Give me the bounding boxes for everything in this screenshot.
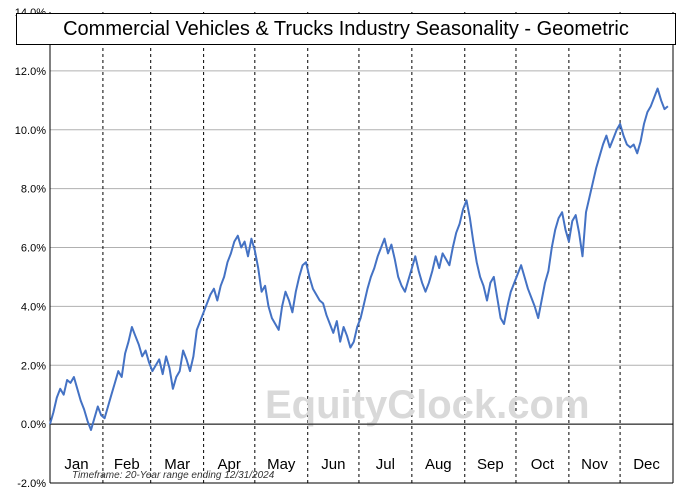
y-tick-labels: 14.0%12.0%10.0%8.0%6.0%4.0%2.0%0.0%-2.0%	[15, 7, 46, 490]
x-tick-label: Sep	[477, 456, 504, 473]
y-tick-label: 12.0%	[15, 66, 46, 78]
y-tick-label: 8.0%	[21, 184, 46, 196]
y-tick-label: 6.0%	[21, 243, 46, 255]
chart-title: Commercial Vehicles & Trucks Industry Se…	[16, 13, 676, 45]
x-tick-label: Aug	[425, 456, 452, 473]
gridlines	[50, 70, 673, 425]
x-tick-label: Dec	[633, 456, 660, 473]
watermark: EquityClock.com	[265, 383, 590, 427]
x-tick-label: May	[267, 456, 296, 473]
x-tick-label: Nov	[581, 456, 608, 473]
x-tick-label: Feb	[114, 456, 140, 473]
month-separators	[102, 12, 621, 483]
x-tick-label: Jun	[321, 456, 345, 473]
y-tick-label: 2.0%	[21, 360, 46, 372]
x-tick-label: Apr	[218, 456, 241, 473]
x-tick-label: Oct	[531, 456, 555, 473]
y-tick-label: 10.0%	[15, 125, 46, 137]
axes	[49, 12, 674, 484]
x-tick-label: Mar	[164, 456, 190, 473]
y-tick-label: 0.0%	[21, 419, 46, 431]
x-tick-labels: Jan Feb Mar Apr May Jun Jul Aug Sep Oct Nov Dec	[64, 456, 660, 473]
y-tick-label: -2.0%	[17, 478, 46, 490]
seasonality-line	[49, 87, 669, 431]
y-tick-label: 4.0%	[21, 301, 46, 313]
footnote: Timeframe: 20-Year range ending 12/31/20…	[72, 470, 275, 481]
x-tick-label: Jul	[376, 456, 395, 473]
x-tick-label: Jan	[64, 456, 88, 473]
